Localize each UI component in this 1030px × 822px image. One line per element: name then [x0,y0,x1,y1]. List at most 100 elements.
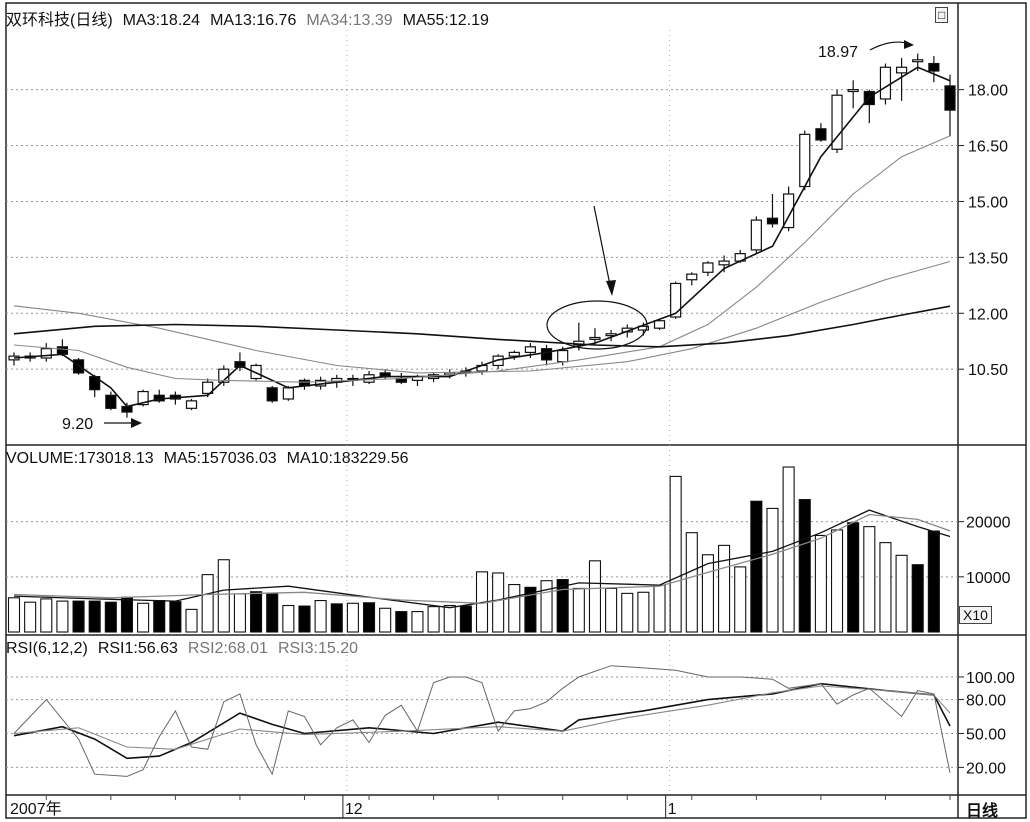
candle-body [702,262,714,273]
volume-bar [233,593,246,633]
volume-bar [895,554,908,633]
candle-body [766,217,779,225]
volume-bar [847,522,860,633]
volume-bar [169,601,182,633]
outer-frame [5,2,1027,819]
volume-bar [217,559,230,633]
annotation-arrow-head [606,280,616,296]
volume-bar [282,604,295,633]
volume-bar [524,586,537,633]
rsi-line [13,682,951,760]
volume-unit-button[interactable]: X10 [959,606,992,624]
volume-bar [40,598,53,633]
volume-bar [572,587,585,633]
date-axis-label: 12 [345,801,363,818]
rsi-tick-label: 100.00 [966,670,1015,687]
volume-bar [814,534,827,633]
volume-ma10-readout: MA10:183229.56 [286,450,409,467]
volume-header: VOLUME:173018.13 MA5:157036.03 MA10:183229… [6,450,419,468]
high-price-label: 18.97 [818,44,858,61]
volume-bar [588,560,602,633]
volume-bar [798,499,811,633]
candle-body [895,66,908,74]
candle-body [912,59,924,63]
ma55-readout: MA55:12.19 [402,12,489,29]
candle-body [508,351,520,357]
price-ma-line [13,135,951,383]
rsi-tick-label: 80.00 [966,693,1006,710]
price-tick-label: 13.50 [968,250,1008,267]
candle-body [750,219,762,251]
low-arrow-head [131,418,142,428]
volume-bar [56,600,69,633]
volume-ma5-readout: MA5:157036.03 [163,450,277,467]
volume-bar [72,600,85,633]
volume-bar [669,475,682,633]
volume-bar [266,592,279,633]
volume-bar [250,591,263,633]
highlight-ellipse [546,300,648,350]
high-arrow-head [904,40,914,49]
volume-bar [750,500,763,633]
candle-body [234,361,246,368]
candle-body [524,346,537,354]
candle-body [847,89,859,93]
volume-bar [379,607,392,633]
rsi-tick-label: 20.00 [966,760,1006,777]
volume-bar [621,592,634,633]
candle-body [944,85,956,111]
volume-bar [459,605,472,633]
rsi-line [13,685,951,750]
candle-body [653,320,666,329]
volume-bar [24,601,37,633]
candle-body [670,282,682,318]
volume-bar [508,584,521,633]
candle-body [40,348,52,359]
period-button[interactable]: 日线 [966,803,999,820]
volume-bar [298,605,311,633]
volume-bar [362,602,376,633]
price-tick-label: 15.00 [968,194,1008,211]
candle-body [686,273,698,281]
volume-bar [185,608,198,633]
price-tick-label: 16.50 [968,139,1008,156]
volume-bar [927,530,940,633]
rsi1-readout: RSI1:56.63 [97,640,178,657]
ma34-readout: MA34:13.39 [306,12,393,29]
candle-body [56,346,69,355]
volume-bar [653,584,666,633]
ma13-readout: MA13:16.76 [210,12,297,29]
candle-body [589,336,601,340]
maximize-icon[interactable]: □ [935,7,949,23]
volume-bar [766,507,779,633]
volume-bar [556,579,569,633]
volume-bar [734,566,747,633]
candle-body [783,193,795,229]
candle-body [250,364,262,380]
volume-bar [201,574,214,633]
volume-bar [330,603,343,633]
price-ma-line [13,305,951,348]
price-tick-label: 18.00 [968,83,1008,100]
date-axis-label: 1 [668,801,677,818]
volume-tick-label: 10000 [966,570,1011,587]
volume-bar [88,600,101,633]
annotation-arrow-line [593,205,612,291]
volume-bar [411,611,424,633]
rsi-header: RSI(6,12,2) RSI1:56.63 RSI2:68.01 RSI3:15.2… [6,640,368,658]
volume-tick-label: 20000 [966,515,1011,532]
volume-bar [104,601,117,633]
price-header: 双环科技(日线) MA3:18.24 MA13:16.76 MA34:13.39 MA5… [6,6,499,30]
candle-body [202,381,214,395]
volume-bar [540,580,553,633]
candle-body [879,66,892,100]
volume-bar [7,597,21,633]
low-price-label: 9.20 [62,416,93,433]
volume-bar [863,526,876,633]
price-tick-label: 10.50 [968,362,1008,379]
rsi3-readout: RSI3:15.20 [277,640,358,657]
volume-bar [120,596,134,633]
rsi-label: RSI(6,12,2) [6,640,88,657]
ma3-readout: MA3:18.24 [122,12,201,29]
